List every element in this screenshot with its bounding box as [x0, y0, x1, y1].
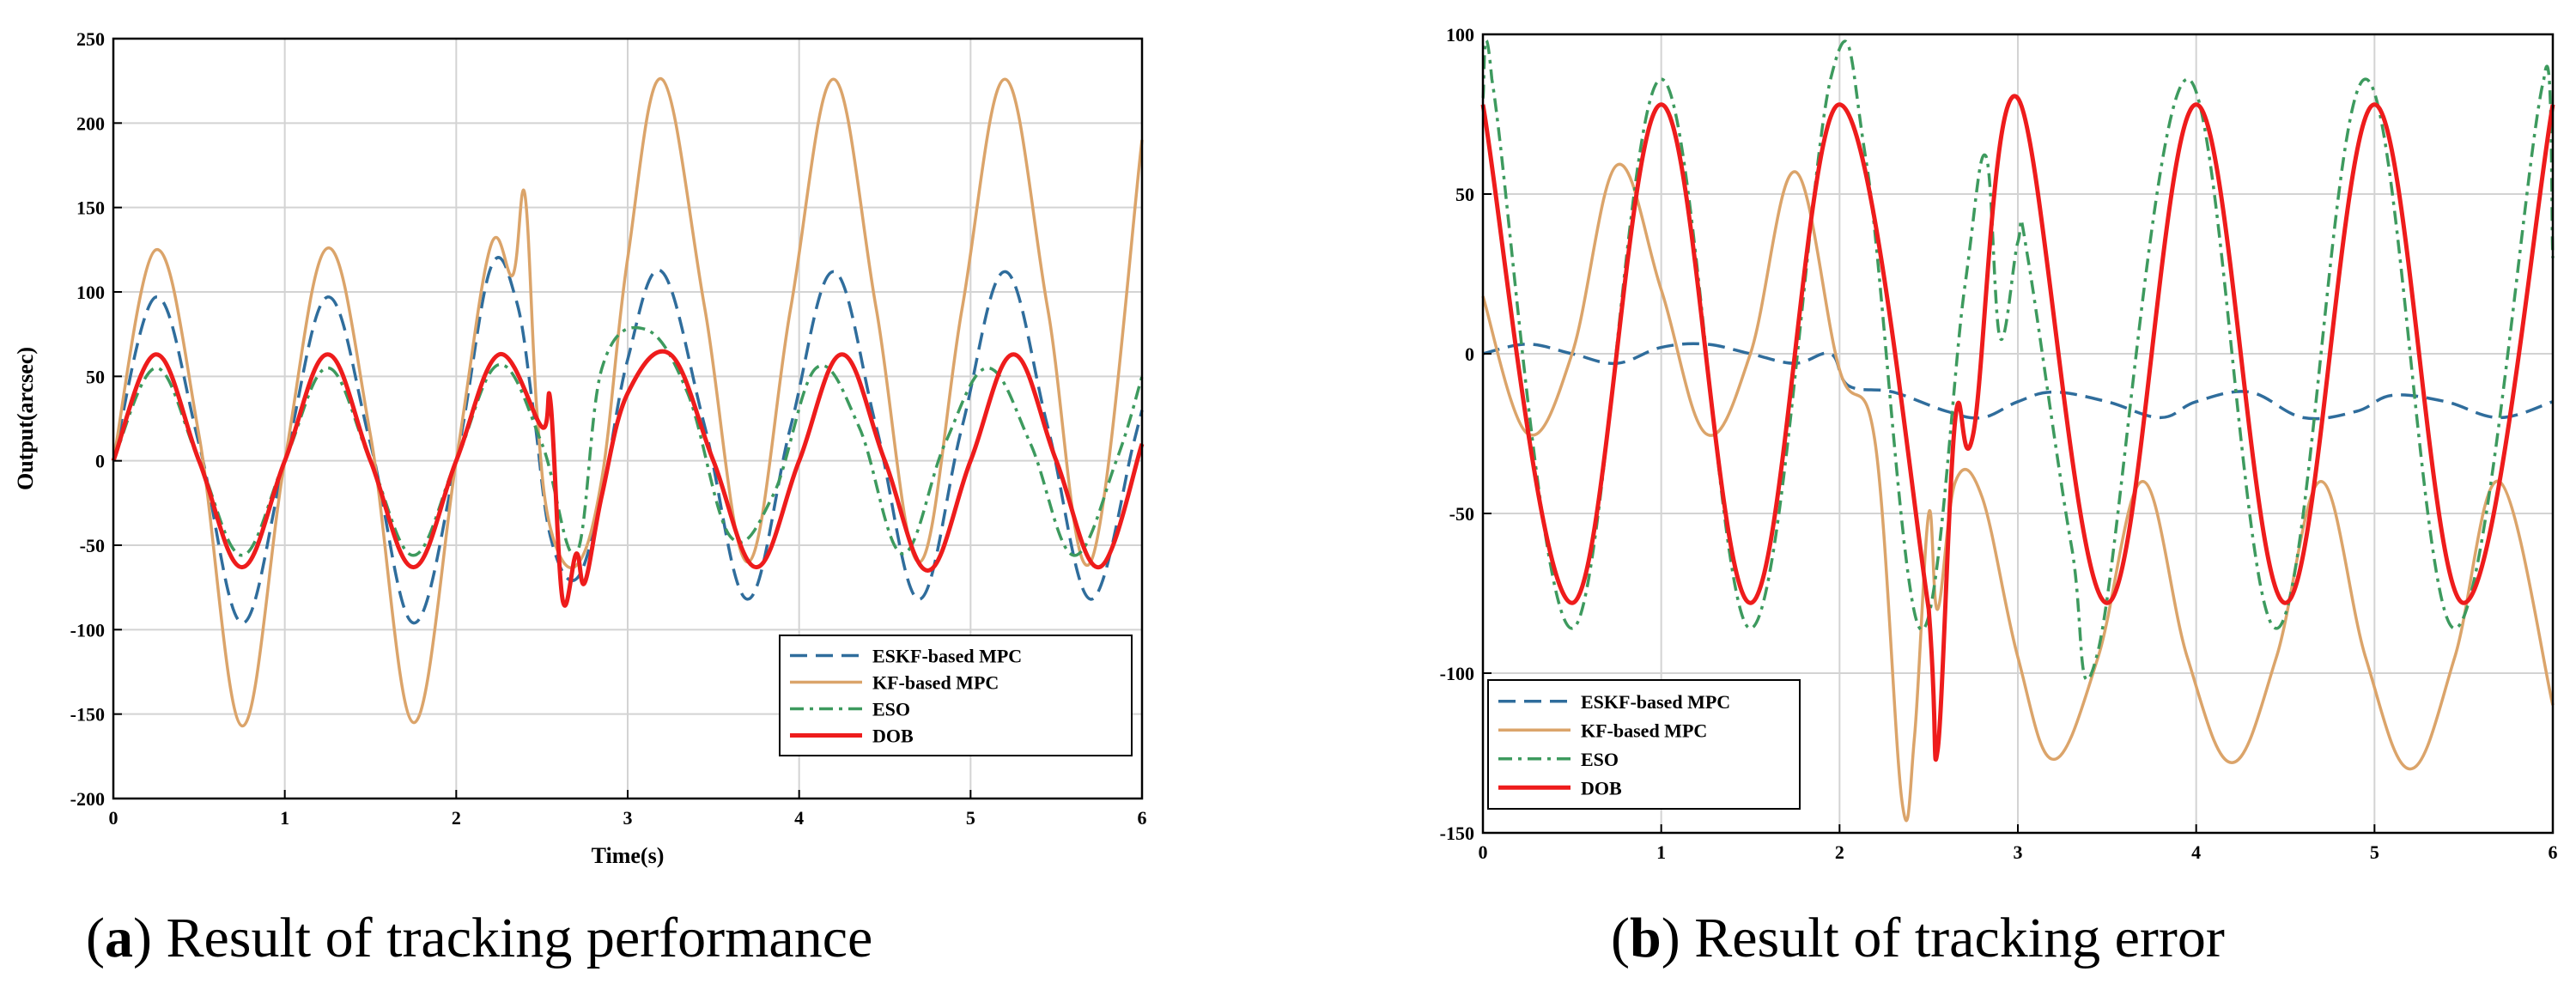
tick-label-y: 50: [1455, 184, 1474, 205]
tick-label-y: -150: [70, 704, 105, 726]
tick-label-x: 3: [623, 807, 633, 829]
tick-label-y: -100: [70, 619, 105, 641]
series-line-eso: [1481, 39, 2555, 682]
tick-label-x: 4: [794, 807, 804, 829]
caption-b: (b) Result of tracking error: [1611, 907, 2225, 969]
tick-label-y: 250: [76, 28, 105, 50]
y-axis-label: Output(arcsec): [13, 347, 38, 490]
chart-a: 0 1 2 3 4 5 6 -200 -150 -100 -50 0 50 100 150 200 250 Tim…: [13, 28, 1147, 868]
tick-label-y: -50: [80, 535, 105, 556]
caption-a-text: Result of tracking performance: [166, 907, 873, 969]
legend-label-kf: KF-based MPC: [872, 672, 999, 694]
tick-label-x: 0: [1479, 841, 1488, 863]
caption-b-tag: b: [1629, 907, 1662, 969]
series-line-dob: [111, 349, 1145, 608]
tick-label-x: 6: [1138, 807, 1147, 829]
tick-label-y: -100: [1440, 663, 1474, 684]
caption-a: (a) Result of tracking performance: [86, 907, 873, 969]
tick-label-x: 5: [966, 807, 975, 829]
tick-label-y: 200: [76, 112, 105, 134]
tick-label-x: 0: [109, 807, 118, 829]
caption-a-tag: a: [104, 907, 133, 969]
tick-label-x: 2: [1835, 841, 1844, 863]
x-axis-label: Time(s): [592, 843, 665, 868]
tick-label-y: 150: [76, 197, 105, 219]
tick-label-y: 100: [1446, 24, 1474, 46]
chart-b: 0 1 2 3 4 5 6 -150 -100 -50 0 50 100 ESKF-based MPC KF…: [1440, 24, 2558, 863]
tick-label-x: 1: [280, 807, 289, 829]
series-line-kf: [112, 77, 1144, 728]
legend-label-kf: KF-based MPC: [1581, 720, 1707, 741]
tick-label-y: -200: [70, 788, 105, 810]
tick-label-y: 100: [76, 282, 105, 303]
tick-label-x: 2: [452, 807, 461, 829]
tick-label-y: -150: [1440, 823, 1474, 844]
legend-label-dob: DOB: [1581, 777, 1622, 799]
tick-label-x: 4: [2191, 841, 2201, 863]
tick-label-x: 1: [1656, 841, 1666, 863]
tick-label-x: 5: [2370, 841, 2379, 863]
legend-label-dob: DOB: [872, 726, 914, 747]
legend-label-eso: ESO: [872, 699, 910, 720]
caption-b-text: Result of tracking error: [1694, 907, 2225, 969]
legend-label-eskf: ESKF-based MPC: [1581, 691, 1730, 713]
tick-label-y: 50: [86, 366, 105, 387]
series-line-eso: [112, 325, 1144, 557]
tick-label-y: 0: [95, 451, 105, 472]
tick-label-x: 3: [2014, 841, 2023, 863]
series-line-dob: [1480, 94, 2555, 762]
tick-label-y: 0: [1465, 343, 1474, 365]
tick-label-x: 6: [2549, 841, 2558, 863]
series-line-eskf: [1482, 342, 2554, 421]
tick-label-y: -50: [1449, 503, 1474, 525]
legend-label-eskf: ESKF-based MPC: [872, 646, 1022, 667]
legend-label-eso: ESO: [1581, 749, 1619, 770]
